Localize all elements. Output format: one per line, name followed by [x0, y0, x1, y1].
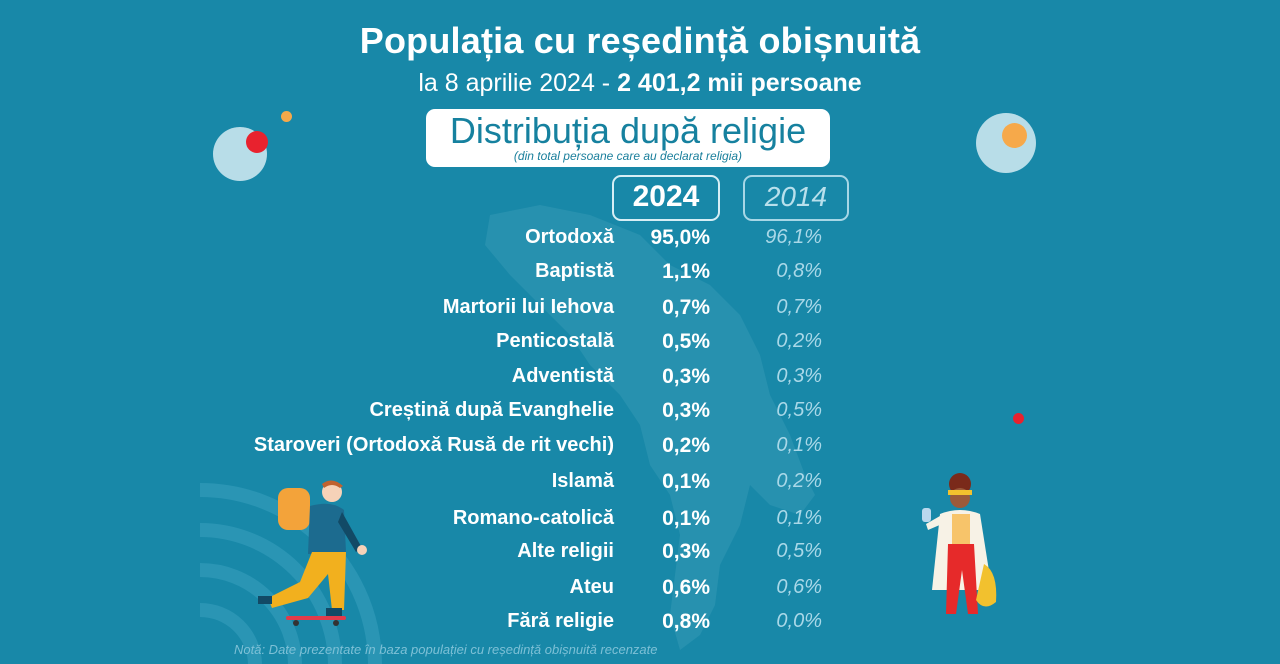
religion-label: Penticostală — [496, 330, 614, 352]
religion-label: Martorii lui Iehova — [442, 296, 614, 318]
value-2014: 0,1% — [776, 434, 822, 456]
section-heading: Distribuția după religie — [449, 110, 807, 151]
table-row: Romano-catolică 0,1% 0,1% — [0, 507, 1280, 533]
section-heading-box: Distribuția după religie (din total pers… — [426, 109, 830, 167]
value-2014: 96,1% — [765, 226, 822, 248]
moldova-map-silhouette — [485, 205, 815, 650]
value-2014: 0,3% — [776, 365, 822, 387]
page-subtitle: la 8 aprilie 2024 - 2 401,2 mii persoane — [0, 69, 1280, 98]
decor-dot-orange-left — [281, 111, 292, 122]
table-row: Alte religii 0,3% 0,5% — [0, 540, 1280, 566]
table-row: Staroveri (Ortodoxă Rusă de rit vechi) 0,… — [0, 434, 1280, 460]
value-2024: 0,6% — [662, 576, 710, 599]
page-title: Populația cu reședință obișnuită — [359, 20, 921, 61]
value-2024: 1,1% — [662, 260, 710, 283]
value-2024: 0,5% — [662, 330, 710, 353]
table-row: Penticostală 0,5% 0,2% — [0, 330, 1280, 356]
religion-label: Adventistă — [511, 365, 614, 387]
value-2024: 0,7% — [662, 296, 710, 319]
religion-label: Romano-catolică — [452, 507, 614, 529]
table-row: Fără religie 0,8% 0,0% — [0, 610, 1280, 636]
religion-label: Alte religii — [517, 540, 614, 562]
decor-circle-orange-right — [1002, 123, 1027, 148]
value-2024: 0,1% — [662, 470, 710, 493]
religion-label: Staroveri (Ortodoxă Rusă de rit vechi) — [253, 434, 614, 456]
table-row: Creștină după Evanghelie 0,3% 0,5% — [0, 399, 1280, 425]
footnote: Notă: Date prezentate în baza populației… — [234, 642, 658, 657]
subtitle-population: 2 401,2 mii persoane — [617, 69, 862, 97]
section-subheading: (din total persoane care au declarat rel… — [513, 149, 743, 163]
value-2024: 0,2% — [662, 434, 710, 457]
value-2014: 0,6% — [776, 576, 822, 598]
table-row: Adventistă 0,3% 0,3% — [0, 365, 1280, 391]
value-2024: 0,3% — [662, 365, 710, 388]
column-header-2014: 2014 — [743, 175, 849, 221]
value-2014: 0,5% — [776, 399, 822, 421]
value-2014: 0,0% — [776, 610, 822, 632]
religion-label: Ateu — [569, 576, 614, 598]
value-2024: 95,0% — [650, 226, 710, 249]
woman-with-phone-illustration — [922, 473, 997, 614]
religion-label: Islamă — [551, 470, 614, 492]
value-2014: 0,8% — [776, 260, 822, 282]
value-2014: 0,2% — [776, 330, 822, 352]
decor-dot-red-right — [1013, 413, 1024, 424]
value-2014: 0,7% — [776, 296, 822, 318]
table-row: Martorii lui Iehova 0,7% 0,7% — [0, 296, 1280, 322]
value-2024: 0,8% — [662, 610, 710, 633]
subtitle-date: la 8 aprilie 2024 - — [418, 69, 618, 97]
value-2014: 0,5% — [776, 540, 822, 562]
table-row: Ortodoxă 95,0% 96,1% — [0, 226, 1280, 252]
skateboarder-illustration — [258, 480, 367, 626]
column-header-2024: 2024 — [612, 175, 720, 221]
decor-circle-red-left — [246, 131, 268, 153]
religion-label: Fără religie — [507, 610, 614, 632]
value-2014: 0,2% — [776, 470, 822, 492]
value-2024: 0,1% — [662, 507, 710, 530]
religion-label: Ortodoxă — [525, 226, 614, 248]
table-row: Baptistă 1,1% 0,8% — [0, 260, 1280, 286]
value-2024: 0,3% — [662, 399, 710, 422]
table-row: Islamă 0,1% 0,2% — [0, 470, 1280, 496]
religion-label: Baptistă — [535, 260, 614, 282]
value-2014: 0,1% — [776, 507, 822, 529]
table-row: Ateu 0,6% 0,6% — [0, 576, 1280, 602]
value-2024: 0,3% — [662, 540, 710, 563]
religion-label: Creștină după Evanghelie — [369, 399, 614, 421]
